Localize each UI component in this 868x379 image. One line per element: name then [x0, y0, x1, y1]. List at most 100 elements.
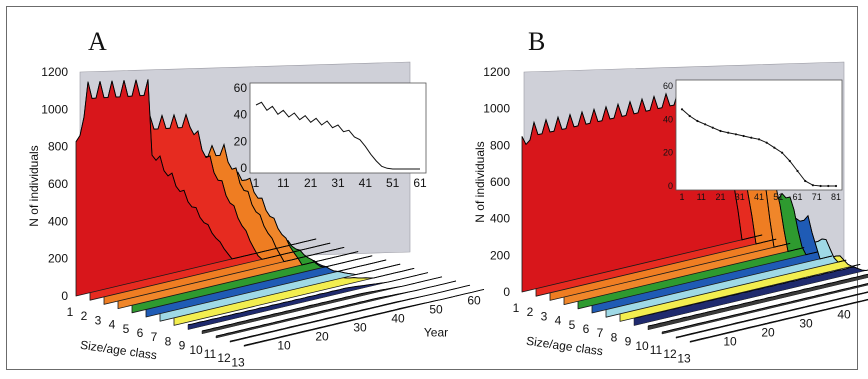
inset-x-tick-label: 71	[812, 192, 822, 202]
year-tick-label: 30	[799, 317, 813, 331]
inset-point	[680, 108, 684, 111]
year-axis-label: Year	[424, 326, 448, 340]
inset-frame	[675, 79, 843, 191]
inset-point	[711, 126, 714, 129]
year-tick-label: 50	[429, 302, 443, 316]
figure-frame	[6, 6, 858, 370]
z-tick-label: 0	[61, 289, 68, 303]
class-tick-label: 3	[95, 313, 102, 327]
class-tick-label: 7	[151, 330, 158, 344]
inset-y-tick-label: 20	[663, 148, 673, 158]
series-9-top	[187, 272, 429, 326]
class-tick-label: 13	[231, 355, 245, 369]
z-tick-label: 0	[503, 285, 510, 299]
z-axis-label: N of individuals	[473, 141, 487, 222]
series-13-top	[689, 298, 868, 342]
inset-point	[719, 129, 722, 133]
class-tick-label: 8	[165, 334, 172, 348]
year-tick-label: 10	[723, 335, 737, 349]
inset-point	[834, 184, 838, 188]
series-12-top	[229, 284, 471, 342]
class-tick-label: 2	[527, 305, 534, 319]
inset-frame	[249, 82, 427, 174]
year-tick-label: 20	[761, 326, 775, 340]
inset-point	[796, 169, 799, 173]
inset-x-tick-label: 81	[831, 192, 841, 202]
class-tick-label: 12	[663, 347, 677, 361]
class-tick-label: 5	[123, 322, 130, 336]
inset-x-tick-label: 61	[792, 192, 802, 202]
year-tick-label: 60	[467, 293, 481, 307]
class-tick-label: 4	[555, 314, 562, 328]
inset-point	[811, 184, 815, 187]
series-12-top	[675, 291, 868, 338]
z-tick-label: 400	[48, 214, 68, 228]
class-tick-label: 12	[217, 351, 231, 365]
inset-x-tick-label: 1	[679, 192, 684, 202]
inset-x-tick-label: 31	[735, 192, 745, 202]
class-tick-label: 1	[67, 305, 74, 319]
z-tick-label: 800	[48, 140, 68, 154]
series-11-top	[215, 280, 457, 337]
class-tick-label: 2	[81, 309, 88, 323]
year-tick-label: 40	[391, 312, 405, 326]
year-tick-label: 40	[837, 308, 851, 322]
z-tick-label: 200	[490, 248, 510, 262]
z-tick-label: 600	[48, 177, 68, 191]
class-tick-label: 10	[189, 343, 203, 357]
series-1-top	[75, 79, 317, 260]
inset-point	[704, 123, 707, 126]
class-tick-label: 3	[541, 309, 548, 323]
inset-point	[757, 138, 761, 141]
series-11-top	[661, 283, 868, 333]
inset-y-tick-label: 20	[234, 134, 248, 148]
class-tick-label: 9	[625, 335, 632, 349]
class-tick-label: 8	[611, 330, 618, 344]
z-tick-label: 800	[490, 138, 510, 152]
inset-x-tick-label: 41	[754, 192, 764, 202]
inset-x-tick-label: 31	[331, 176, 345, 190]
inset-point	[742, 134, 745, 138]
year-tick-label: 20	[315, 330, 329, 344]
class-tick-label: 11	[650, 343, 663, 357]
inset-point	[819, 184, 822, 188]
inset-point	[804, 179, 807, 183]
inset-y-tick-label: 0	[668, 181, 673, 191]
inset-x-tick-label: 21	[304, 176, 318, 190]
series-10-top	[201, 276, 443, 332]
z-tick-label: 1000	[483, 102, 510, 116]
inset-x-tick-label: 11	[697, 192, 706, 202]
class-tick-label: 7	[597, 326, 604, 340]
class-tick-label: 6	[137, 326, 144, 340]
class-tick-label: 13	[677, 351, 691, 365]
inset-point	[781, 151, 784, 154]
inset-y-tick-label: 60	[663, 81, 673, 91]
class-tick-label: 5	[569, 318, 576, 332]
class-tick-label: 4	[109, 318, 116, 332]
z-tick-label: 200	[48, 252, 68, 266]
class-tick-label: 9	[179, 339, 186, 353]
inset-point	[734, 133, 738, 136]
panel-letter: A	[88, 27, 107, 56]
series-10-top	[647, 273, 868, 327]
size-axis-label: Size/age class	[525, 334, 604, 359]
inset-y-tick-label: 40	[663, 114, 673, 124]
inset-point	[727, 131, 730, 134]
inset-x-tick-label: 11	[277, 176, 290, 190]
z-tick-label: 1000	[41, 102, 68, 116]
z-axis-label: N of individuals	[27, 145, 41, 226]
panel-letter: B	[528, 27, 545, 56]
inset-x-tick-label: 1	[253, 176, 260, 190]
inset-x-tick-label: 61	[413, 176, 427, 190]
z-tick-label: 400	[490, 212, 510, 226]
z-tick-label: 1200	[41, 65, 68, 79]
inset-point	[827, 184, 830, 188]
class-tick-label: 11	[204, 347, 217, 361]
inset-point	[765, 141, 768, 144]
inset-y-tick-label: 40	[234, 108, 248, 122]
